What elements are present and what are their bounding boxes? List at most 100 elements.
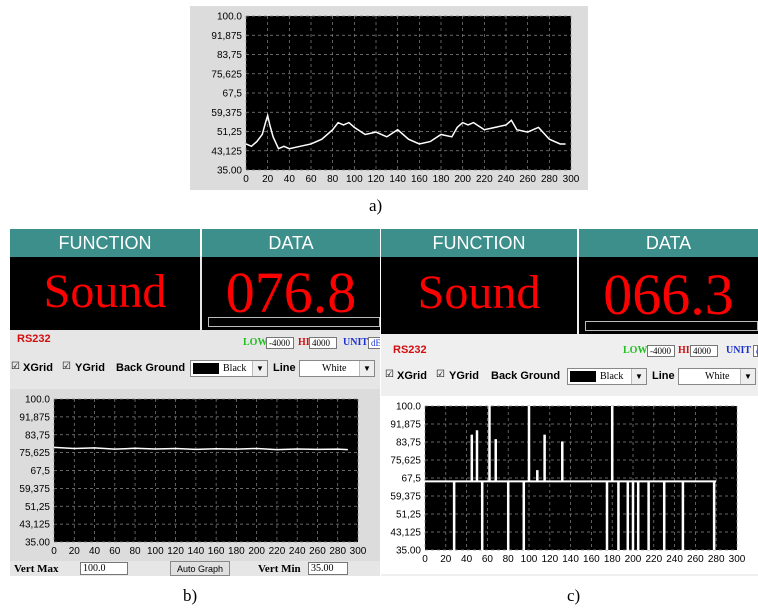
x-tick-label: 300 [563, 174, 580, 185]
line-select[interactable]: White ▼ [678, 368, 756, 385]
function-display: Sound [10, 257, 200, 330]
line-select[interactable]: White ▼ [299, 360, 375, 377]
x-tick-label: 80 [503, 554, 515, 565]
x-tick-label: 260 [309, 546, 326, 557]
x-tick-label: 220 [645, 554, 662, 565]
low-input[interactable]: -4000 [647, 345, 675, 357]
x-tick-label: 60 [305, 174, 317, 185]
y-tick-label: 75,625 [19, 448, 50, 459]
y-tick-label: 59,375 [211, 108, 242, 119]
y-tick-label: 67,5 [31, 466, 51, 477]
xgrid-checkbox[interactable]: ☑ [385, 369, 394, 380]
x-tick-label: 280 [541, 174, 558, 185]
y-tick-label: 91,875 [19, 412, 50, 423]
y-tick-label: 51,25 [217, 127, 242, 138]
data-display: 066.3 [579, 257, 758, 334]
y-tick-label: 91,875 [390, 420, 421, 431]
x-tick-label: 160 [411, 174, 428, 185]
y-tick-label: 67,5 [402, 474, 422, 485]
x-tick-label: 40 [284, 174, 296, 185]
unit-input[interactable]: dE [368, 337, 380, 349]
function-display: Sound [381, 257, 577, 334]
x-tick-label: 80 [130, 546, 142, 557]
y-tick-label: 83,75 [217, 50, 242, 61]
chevron-down-icon: ▼ [631, 369, 646, 384]
chevron-down-icon: ▼ [252, 361, 267, 376]
unit-input[interactable]: d [753, 345, 758, 357]
back-ground-select[interactable]: Black ▼ [567, 368, 647, 385]
xgrid-checkbox[interactable]: ☑ [11, 361, 20, 372]
caption-b: b) [183, 586, 198, 605]
x-tick-label: 200 [454, 174, 471, 185]
y-tick-label: 43,125 [390, 528, 421, 539]
low-label: LOW [623, 345, 648, 356]
x-tick-label: 240 [498, 174, 515, 185]
xgrid-label: XGrid [23, 362, 53, 374]
x-tick-label: 120 [368, 174, 385, 185]
ygrid-checkbox[interactable]: ☑ [436, 369, 445, 380]
x-tick-label: 180 [604, 554, 621, 565]
panel-c: FUNCTION DATA Sound 066.3 RS232 LOW -400… [381, 229, 758, 576]
x-tick-label: 20 [440, 554, 452, 565]
y-tick-label: 100.0 [217, 12, 242, 23]
chart-a: 0 20 40 60 80 100 120 140 160 180 200 220 240 260 280 3… [211, 12, 580, 186]
x-tick-label: 300 [729, 554, 746, 565]
data-display: 076.8 [202, 257, 380, 330]
back-ground-label: Back Ground [116, 362, 186, 374]
vert-max-input[interactable]: 100.0 [80, 562, 128, 575]
x-tick-label: 140 [562, 554, 579, 565]
chart-c: 0 20 40 60 80 100 120 140 160 180 200 220 240 260 280 3… [390, 402, 746, 566]
y-tick-label: 83,75 [396, 438, 421, 449]
y-tick-label: 59,375 [19, 484, 50, 495]
y-tick-label: 91,875 [211, 31, 242, 42]
vert-min-input[interactable]: 35.00 [308, 562, 348, 575]
low-input[interactable]: -4000 [266, 337, 294, 349]
function-value: Sound [417, 266, 541, 319]
back-ground-select[interactable]: Black ▼ [190, 360, 268, 377]
rs232-label: RS232 [393, 344, 427, 356]
auto-graph-button[interactable]: Auto Graph [170, 561, 230, 576]
ygrid-label: YGrid [75, 362, 105, 374]
x-tick-label: 260 [687, 554, 704, 565]
x-tick-label: 100 [521, 554, 538, 565]
x-tick-label: 240 [289, 546, 306, 557]
y-tick-label: 67,5 [223, 89, 243, 100]
data-header: DATA [202, 229, 380, 257]
xgrid-label: XGrid [397, 370, 427, 382]
x-tick-label: 40 [461, 554, 473, 565]
y-tick-label: 75,625 [390, 456, 421, 467]
y-tick-label: 59,375 [390, 492, 421, 503]
ygrid-checkbox[interactable]: ☑ [62, 361, 71, 372]
x-tick-label: 100 [346, 174, 363, 185]
x-tick-label: 0 [243, 174, 249, 185]
x-tick-label: 220 [476, 174, 493, 185]
y-tick-label: 100.0 [25, 395, 50, 406]
function-value: Sound [43, 265, 167, 318]
line-value: White [705, 371, 730, 382]
unit-label: UNIT [726, 345, 752, 356]
x-tick-label: 200 [248, 546, 265, 557]
y-tick-label: 35.00 [396, 546, 421, 557]
x-tick-label: 120 [167, 546, 184, 557]
chart-c-frame: 0 20 40 60 80 100 120 140 160 180 200 220 240 260 280 3… [381, 396, 758, 574]
function-header: FUNCTION [10, 229, 202, 257]
x-tick-label: 140 [188, 546, 205, 557]
x-tick-label: 100 [147, 546, 164, 557]
x-tick-label: 20 [262, 174, 274, 185]
caption-a: a) [369, 196, 383, 215]
function-header: FUNCTION [381, 229, 579, 257]
chevron-down-icon: ▼ [740, 369, 755, 384]
vert-min-label: Vert Min [258, 563, 301, 575]
hi-input[interactable]: 4000 [690, 345, 718, 357]
data-header: DATA [579, 229, 758, 257]
y-tick-label: 43,125 [19, 520, 50, 531]
hi-input[interactable]: 4000 [309, 337, 337, 349]
chart-a-frame: 0 20 40 60 80 100 120 140 160 180 200 220 240 260 280 3… [190, 6, 588, 190]
low-label: LOW [243, 337, 268, 348]
x-tick-label: 40 [89, 546, 101, 557]
x-tick-label: 20 [69, 546, 81, 557]
y-tick-label: 83,75 [25, 430, 50, 441]
y-tick-label: 43,125 [211, 146, 242, 157]
panel-b: FUNCTION DATA Sound 076.8 RS232 LOW -400… [10, 229, 380, 576]
x-tick-label: 180 [433, 174, 450, 185]
